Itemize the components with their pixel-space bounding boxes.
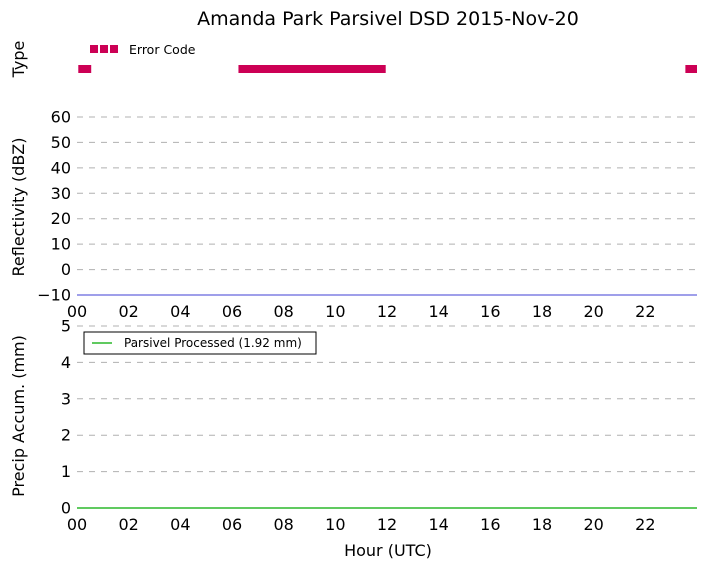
precip-y-tick-label: 1 bbox=[61, 462, 71, 481]
reflectivity-y-tick-label: 40 bbox=[51, 158, 71, 177]
error-code-legend-marker bbox=[90, 45, 118, 53]
reflectivity-x-tick-label: 14 bbox=[428, 302, 448, 321]
precip-x-tick-label: 20 bbox=[583, 515, 603, 534]
reflectivity-x-ticks: 00 02 04 06 08 10 12 14 16 18 20 22 bbox=[67, 302, 656, 321]
reflectivity-x-tick-label: 00 bbox=[67, 302, 87, 321]
reflectivity-x-tick-label: 08 bbox=[273, 302, 293, 321]
precip-x-ticks: 00 02 04 06 08 10 12 14 16 18 20 22 bbox=[67, 515, 656, 534]
reflectivity-y-tick-label: 10 bbox=[51, 235, 71, 254]
precip-x-tick-label: 22 bbox=[635, 515, 655, 534]
reflectivity-x-tick-label: 06 bbox=[222, 302, 242, 321]
reflectivity-panel: Reflectivity (dBZ) 60 50 40 30 20 10 0 −10 00 02… bbox=[9, 108, 697, 321]
precip-x-tick-label: 02 bbox=[118, 515, 138, 534]
figure-title: Amanda Park Parsivel DSD 2015-Nov-20 bbox=[197, 8, 579, 30]
reflectivity-x-tick-label: 10 bbox=[325, 302, 345, 321]
reflectivity-y-tick-label: 20 bbox=[51, 209, 71, 228]
error-code-legend-label: Error Code bbox=[129, 42, 196, 57]
reflectivity-x-tick-label: 12 bbox=[377, 302, 397, 321]
precip-x-tick-label: 00 bbox=[67, 515, 87, 534]
precip-y-tick-label: 4 bbox=[61, 353, 71, 372]
reflectivity-x-tick-label: 22 bbox=[635, 302, 655, 321]
precip-y-tick-label: 2 bbox=[61, 426, 71, 445]
precip-axis-label: Precip Accum. (mm) bbox=[9, 335, 28, 497]
precip-x-tick-label: 12 bbox=[377, 515, 397, 534]
type-legend: Error Code bbox=[90, 42, 196, 57]
reflectivity-gridlines bbox=[77, 116, 697, 296]
error-code-bar-0 bbox=[78, 65, 92, 73]
reflectivity-y-tick-label: 60 bbox=[51, 108, 71, 127]
error-code-bar-1 bbox=[238, 65, 386, 73]
precip-x-tick-label: 08 bbox=[273, 515, 293, 534]
reflectivity-x-tick-label: 18 bbox=[532, 302, 552, 321]
precip-x-tick-label: 06 bbox=[222, 515, 242, 534]
reflectivity-axis-label: Reflectivity (dBZ) bbox=[9, 138, 28, 277]
precip-legend: Parsivel Processed (1.92 mm) bbox=[83, 331, 317, 355]
reflectivity-x-tick-label: 02 bbox=[118, 302, 138, 321]
type-axis-label: Type bbox=[9, 41, 28, 79]
precip-y-tick-label: 3 bbox=[61, 389, 71, 408]
precip-y-ticks: 0 1 2 3 4 5 bbox=[61, 317, 71, 518]
error-code-bar-2 bbox=[685, 65, 697, 73]
precip-y-tick-label: 5 bbox=[61, 317, 71, 336]
precip-legend-label: Parsivel Processed (1.92 mm) bbox=[124, 336, 302, 350]
x-axis-label: Hour (UTC) bbox=[344, 541, 432, 560]
reflectivity-y-tick-label: −10 bbox=[37, 286, 71, 305]
precip-x-tick-label: 10 bbox=[325, 515, 345, 534]
precip-legend-box bbox=[83, 331, 317, 355]
precip-x-tick-label: 16 bbox=[480, 515, 500, 534]
precip-y-tick-label: 0 bbox=[61, 499, 71, 518]
reflectivity-y-tick-label: 50 bbox=[51, 133, 71, 152]
reflectivity-x-tick-label: 04 bbox=[170, 302, 190, 321]
precip-x-tick-label: 04 bbox=[170, 515, 190, 534]
reflectivity-y-ticks: 60 50 40 30 20 10 0 −10 bbox=[37, 108, 71, 305]
precip-x-tick-label: 18 bbox=[532, 515, 552, 534]
precip-x-tick-label: 14 bbox=[428, 515, 448, 534]
error-code-bars bbox=[78, 65, 697, 73]
reflectivity-y-tick-label: 30 bbox=[51, 184, 71, 203]
reflectivity-x-tick-label: 16 bbox=[480, 302, 500, 321]
reflectivity-y-tick-label: 0 bbox=[61, 260, 71, 279]
type-panel: Type Error Code bbox=[9, 41, 697, 79]
reflectivity-x-tick-label: 20 bbox=[583, 302, 603, 321]
